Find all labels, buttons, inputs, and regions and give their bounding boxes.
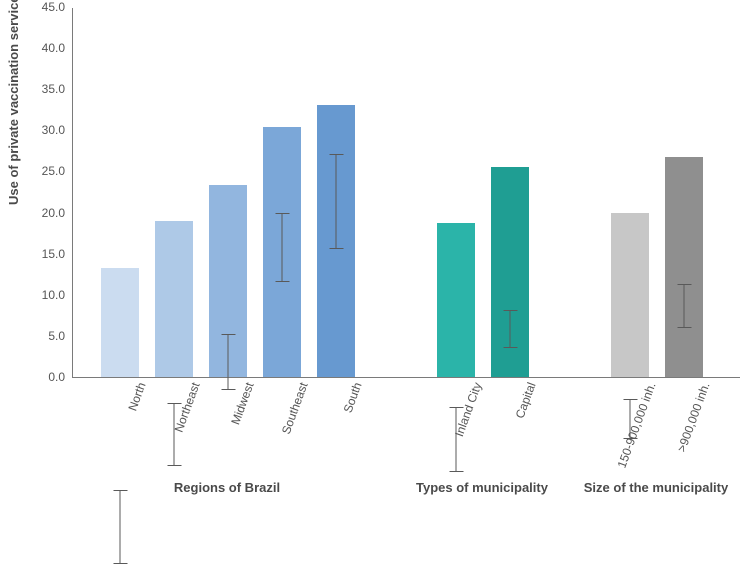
x-tick-label: Midwest xyxy=(219,377,257,427)
y-tick-label: 15.0 xyxy=(33,247,73,261)
bar xyxy=(491,167,529,377)
bar xyxy=(209,185,247,377)
error-bar xyxy=(228,334,229,390)
y-tick-label: 30.0 xyxy=(33,123,73,137)
x-tick-label: Capital xyxy=(503,377,538,420)
error-bar xyxy=(120,490,121,564)
y-tick-label: 0.0 xyxy=(33,370,73,384)
bar xyxy=(155,221,193,377)
error-bar xyxy=(336,154,337,249)
y-tick-label: 45.0 xyxy=(33,0,73,14)
y-tick-label: 5.0 xyxy=(33,329,73,343)
x-tick-label: 150-900,000 inh. xyxy=(605,377,658,470)
x-tick-label: Southeast xyxy=(270,377,311,436)
group-label: Size of the municipality xyxy=(556,480,755,495)
bar xyxy=(101,268,139,377)
x-tick-label: South xyxy=(331,377,364,415)
chart-container: Use of private vaccination services (% a… xyxy=(0,0,755,517)
y-tick-label: 25.0 xyxy=(33,164,73,178)
y-axis-label: Use of private vaccination services (% a… xyxy=(6,0,21,205)
y-tick-label: 40.0 xyxy=(33,41,73,55)
group-label: Types of municipality xyxy=(382,480,582,495)
y-tick-label: 35.0 xyxy=(33,82,73,96)
bar xyxy=(611,213,649,377)
error-bar xyxy=(510,310,511,349)
group-label: Regions of Brazil xyxy=(127,480,327,495)
bar xyxy=(317,105,355,377)
error-bar xyxy=(684,284,685,328)
x-tick-label: >900,000 inh. xyxy=(665,377,713,454)
x-tick-label: North xyxy=(116,377,149,413)
bar xyxy=(665,157,703,377)
y-tick-label: 20.0 xyxy=(33,206,73,220)
error-bar xyxy=(282,213,283,282)
bar xyxy=(437,223,475,377)
plot-area: 0.05.010.015.020.025.030.035.040.045.0No… xyxy=(72,8,740,378)
bar xyxy=(263,127,301,377)
x-tick-label: Northeast xyxy=(162,377,202,434)
y-tick-label: 10.0 xyxy=(33,288,73,302)
